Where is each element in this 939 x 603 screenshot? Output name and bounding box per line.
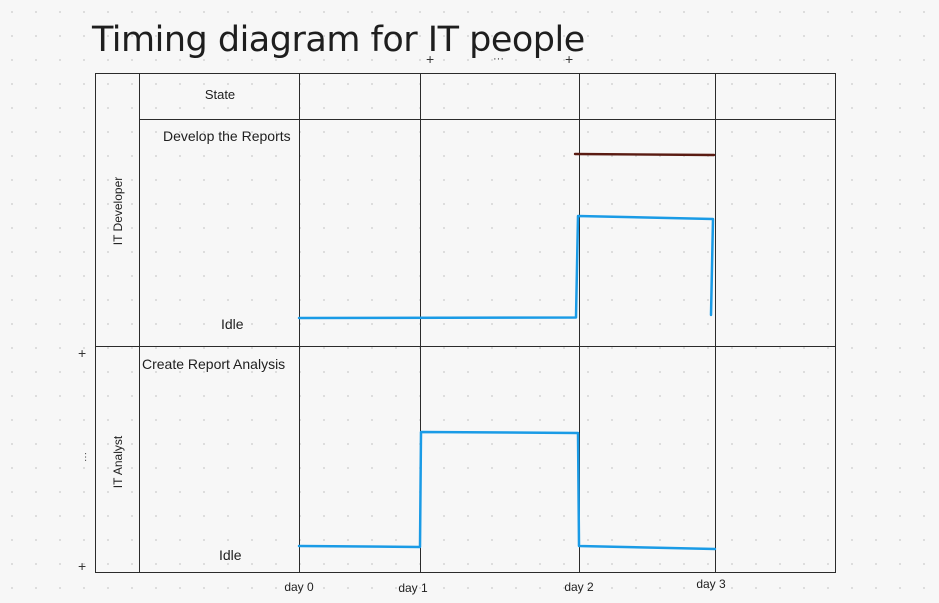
add-row-handle-icon-bottom[interactable]: + <box>78 558 87 574</box>
header-row-divider <box>140 119 836 120</box>
column-more-options-icon[interactable]: ··· <box>493 53 504 65</box>
add-row-handle-icon[interactable]: + <box>78 345 87 361</box>
develop-the-reports-marker-line[interactable] <box>573 152 716 157</box>
time-tick-day-1: day 1 <box>398 581 428 595</box>
time-tick-day-2: day 2 <box>564 580 594 594</box>
time-tick-day-0: day 0 <box>284 580 314 594</box>
row-more-options-icon[interactable]: ··· <box>80 452 91 462</box>
it-developer-state-line[interactable] <box>297 214 715 320</box>
state-label-developer-idle: Idle <box>221 316 244 332</box>
lane-name-column-divider <box>139 73 140 573</box>
state-label-analyst-idle: Idle <box>219 547 242 563</box>
time-tick-day-3: day 3 <box>696 577 726 591</box>
time-column-day3 <box>715 73 716 573</box>
table-left-border <box>95 73 96 573</box>
table-bottom-border <box>95 572 836 573</box>
add-column-handle-icon-right[interactable]: + <box>565 51 574 67</box>
table-top-border <box>95 73 836 74</box>
time-column-day0 <box>299 73 300 573</box>
it-analyst-state-line[interactable] <box>297 430 717 551</box>
time-column-day1 <box>420 73 421 573</box>
table-right-border <box>835 73 836 573</box>
state-label-develop-the-reports: Develop the Reports <box>163 128 291 144</box>
state-label-create-report-analysis: Create Report Analysis <box>142 356 286 372</box>
add-column-handle-icon[interactable]: + <box>426 51 435 67</box>
time-column-day2 <box>579 73 580 573</box>
diagram-title[interactable]: Timing diagram for IT people <box>92 20 585 60</box>
state-column-header: State <box>204 87 236 102</box>
lane-divider <box>95 346 836 347</box>
